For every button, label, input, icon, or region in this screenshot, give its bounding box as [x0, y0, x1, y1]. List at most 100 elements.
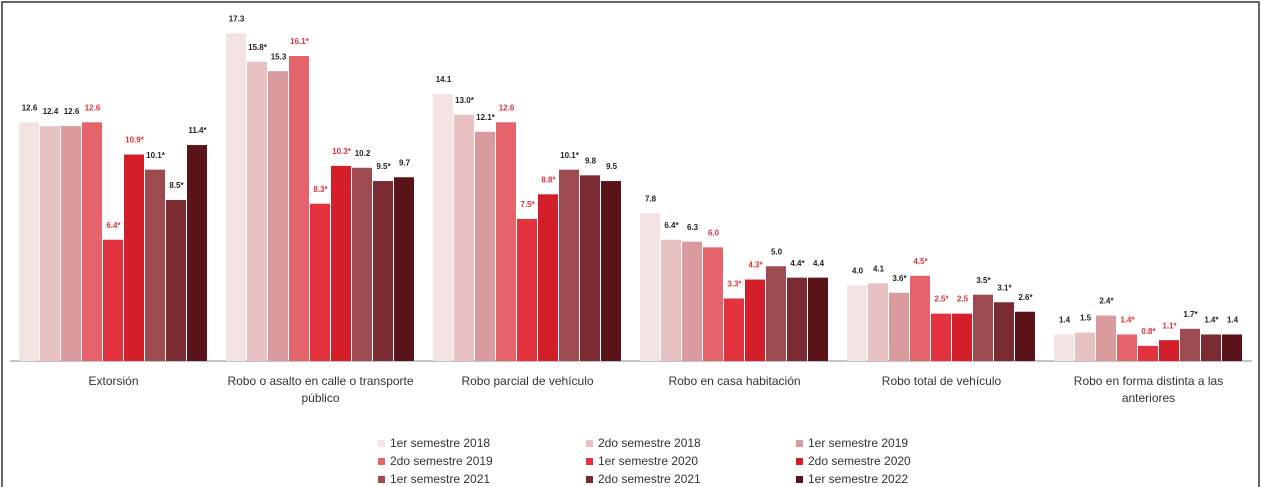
bar — [517, 218, 537, 361]
bar — [910, 275, 930, 361]
value-label: 10.1* — [560, 151, 580, 160]
bar — [931, 313, 951, 361]
bar — [1096, 315, 1116, 361]
bar — [1201, 334, 1221, 361]
value-label: 1.7* — [1183, 310, 1198, 319]
bar — [331, 165, 351, 361]
bar — [352, 167, 372, 361]
value-label: 6.4* — [664, 221, 679, 230]
value-label: 17.3 — [229, 14, 245, 23]
bar — [766, 266, 786, 361]
legend-swatch — [796, 458, 803, 465]
legend-label: 1er semestre 2019 — [808, 436, 908, 450]
value-label: 10.2 — [355, 149, 371, 158]
value-label: 12.4 — [43, 107, 59, 116]
legend-label: 1er semestre 2020 — [598, 454, 698, 468]
value-label: 1.4 — [1059, 316, 1071, 325]
bar — [559, 169, 579, 361]
value-label: 4.3* — [748, 261, 763, 270]
bar — [310, 203, 330, 361]
x-tick-label: Robo en casa habitación — [668, 374, 801, 388]
value-label: 4.4 — [813, 259, 825, 268]
value-label: 1.4* — [1204, 316, 1219, 325]
category-label-box: Robo en forma distinta a las anteriores — [1073, 374, 1224, 405]
legend-label: 2do semestre 2021 — [598, 472, 701, 486]
bar — [1138, 345, 1158, 361]
bar — [1075, 332, 1095, 361]
value-label: 3.6* — [892, 274, 907, 283]
bar — [580, 175, 600, 361]
bar — [682, 241, 702, 361]
value-label: 12.6 — [22, 103, 38, 112]
category-label-box: Robo parcial de vehículo — [461, 374, 593, 388]
value-label: 3.5* — [976, 276, 991, 285]
value-label: 4.1 — [873, 264, 885, 273]
value-label: 6.3 — [687, 223, 699, 232]
legend-label: 2do semestre 2019 — [390, 454, 493, 468]
value-label: 1.5 — [1080, 314, 1092, 323]
bar — [1159, 340, 1179, 361]
bar — [724, 298, 744, 361]
bar — [994, 302, 1014, 361]
bar — [952, 313, 972, 361]
bar — [808, 277, 828, 361]
value-label: 5.0 — [771, 247, 783, 256]
value-label: 7.8 — [645, 194, 657, 203]
value-label: 7.5* — [520, 200, 535, 209]
bar — [268, 71, 288, 362]
x-tick-label: Robo en forma distinta a las anteriores — [1073, 374, 1224, 405]
bar — [745, 279, 765, 361]
value-label: 9.5* — [376, 162, 391, 171]
value-label: 3.3* — [727, 280, 742, 289]
bar — [661, 239, 681, 361]
legend-label: 2do semestre 2020 — [808, 454, 911, 468]
bar — [475, 131, 495, 361]
bar — [61, 126, 81, 361]
value-label: 4.4* — [790, 259, 805, 268]
bar — [166, 199, 186, 361]
value-label: 2.5* — [934, 295, 949, 304]
value-label: 1.4* — [1120, 316, 1135, 325]
value-label: 2.6* — [1018, 293, 1033, 302]
bar — [601, 181, 621, 361]
bar — [640, 213, 660, 361]
bar — [787, 277, 807, 361]
value-label: 12.6 — [64, 107, 80, 116]
x-tick-label: Robo o asalto en calle o transporte públ… — [227, 374, 414, 405]
value-label: 13.0* — [455, 96, 475, 105]
value-label: 1.4 — [1227, 316, 1239, 325]
value-label: 4.5* — [913, 257, 928, 266]
bar — [847, 285, 867, 361]
value-label: 11.4* — [188, 126, 207, 135]
value-label: 12.6 — [499, 103, 515, 112]
value-label: 12.1* — [476, 113, 496, 122]
bar — [247, 61, 267, 362]
bar — [394, 177, 414, 361]
value-label: 9.7 — [399, 158, 411, 167]
legend-label: 2do semestre 2018 — [598, 436, 701, 450]
category-label-box: Robo en casa habitación — [668, 374, 801, 388]
legend-label: 1er semestre 2022 — [808, 472, 908, 486]
bar — [226, 33, 246, 362]
bar — [496, 122, 516, 361]
bar — [868, 283, 888, 361]
value-label: 2.4* — [1099, 297, 1114, 306]
legend-swatch — [586, 458, 593, 465]
value-label: 8.3* — [313, 185, 328, 194]
legend-swatch — [586, 476, 593, 483]
legend-swatch — [586, 440, 593, 447]
value-label: 2.5 — [957, 295, 969, 304]
category-label-box: Robo total de vehículo — [882, 374, 1001, 388]
legend-swatch — [378, 458, 385, 465]
value-label: 8.5* — [169, 181, 184, 190]
category-label-box: Robo o asalto en calle o transporte públ… — [227, 374, 414, 405]
legend-swatch — [378, 440, 385, 447]
value-label: 15.8* — [248, 43, 268, 52]
value-label: 16.1* — [290, 37, 310, 46]
bar — [124, 154, 144, 361]
value-label: 8.8* — [541, 175, 556, 184]
value-label: 3.1* — [997, 283, 1012, 292]
value-label: 0.8* — [1141, 327, 1156, 336]
